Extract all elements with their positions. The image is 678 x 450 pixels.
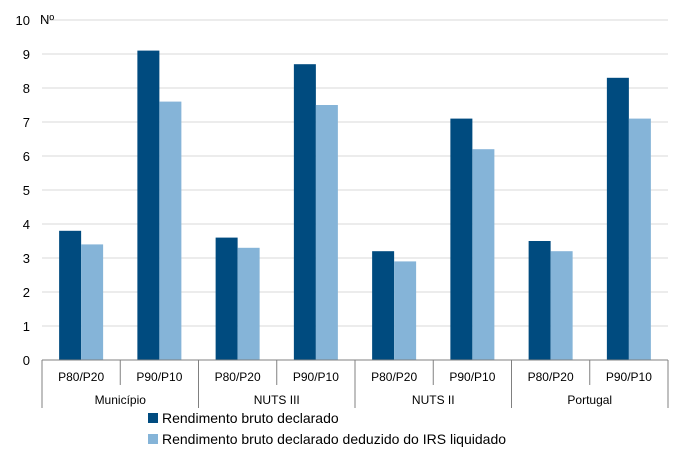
bar-1 [528,241,551,360]
x-tick-label: P80/P20 [371,370,417,384]
x-group-label: Portugal [567,393,612,407]
bar-1 [59,230,82,360]
y-tick-label: 6 [23,149,30,164]
x-group-label: NUTS III [254,393,300,407]
legend-item-series-1: Rendimento bruto declarado [148,410,339,426]
bar-1 [293,64,316,360]
y-tick-label: 10 [16,13,30,28]
bar-2 [81,244,104,360]
y-tick-label: 1 [23,319,30,334]
x-group-label: NUTS II [412,393,455,407]
legend-swatch-series-2 [148,434,158,444]
gridlines [42,19,668,327]
bar-2 [315,105,338,360]
bar-1 [215,237,238,360]
bar-1 [450,118,473,360]
y-tick-label: 9 [23,47,30,62]
bar-2 [550,251,573,360]
bar-2 [394,261,417,360]
x-tick-label: P90/P10 [449,370,495,384]
y-axis-unit-label: Nº [40,12,54,27]
x-tick-label: P80/P20 [58,370,104,384]
legend-item-series-2: Rendimento bruto declarado deduzido do I… [148,431,506,447]
bars [59,50,651,361]
bar-2 [628,118,651,360]
legend-swatch-series-1 [148,413,158,423]
legend-label-series-2: Rendimento bruto declarado deduzido do I… [162,431,507,447]
y-tick-label: 4 [23,217,30,232]
x-group-label: Município [95,393,147,407]
y-tick-label: 3 [23,251,30,266]
y-tick-label: 2 [23,285,30,300]
bar-2 [159,101,182,360]
x-tick-label: P90/P10 [136,370,182,384]
bar-2 [237,247,260,360]
x-tick-label: P80/P20 [528,370,574,384]
x-tick-label: P90/P10 [293,370,339,384]
axes: 0 1 2 3 4 5 6 7 8 9 10 P80/P20 P90/P10 P80/P20 P90/P10… [16,13,669,408]
y-tick-label: 5 [23,183,30,198]
y-tick-label: 8 [23,81,30,96]
legend-label-series-1: Rendimento bruto declarado [162,410,339,426]
y-tick-label: 0 [23,353,30,368]
y-tick-label: 7 [23,115,30,130]
x-tick-label: P80/P20 [215,370,261,384]
x-tick-label: P90/P10 [606,370,652,384]
bar-2 [472,149,495,360]
bar-1 [606,77,629,361]
bar-1 [137,50,160,360]
bar-1 [372,251,395,360]
